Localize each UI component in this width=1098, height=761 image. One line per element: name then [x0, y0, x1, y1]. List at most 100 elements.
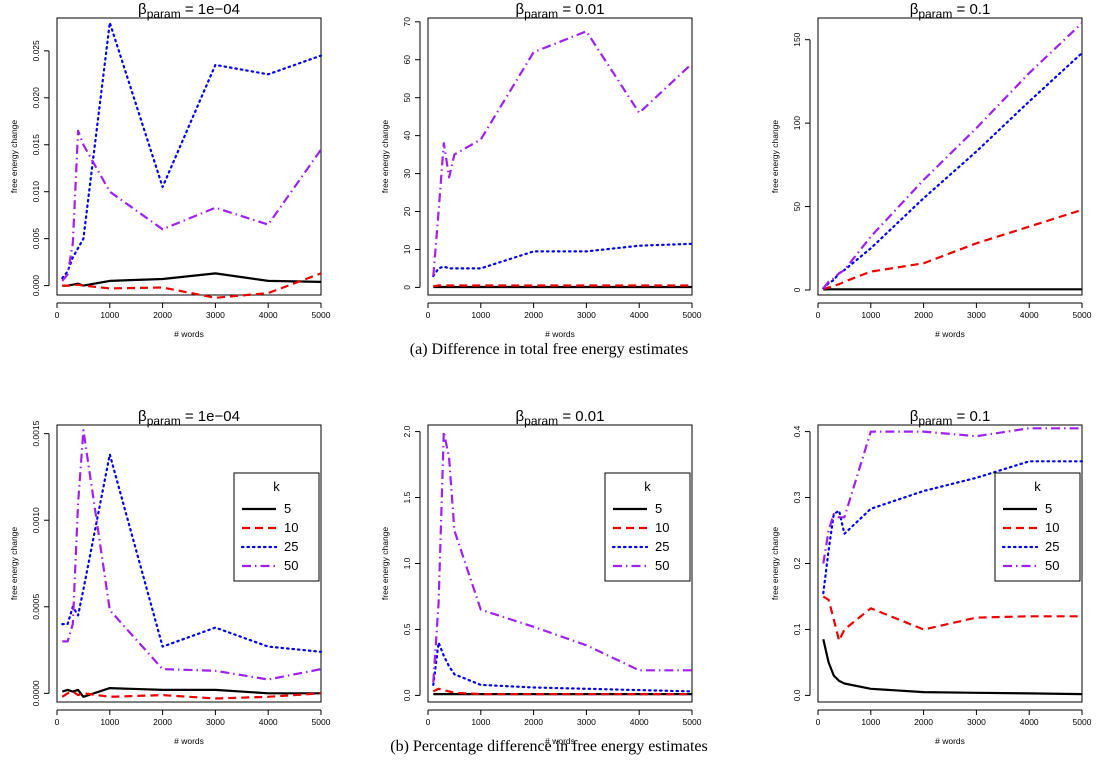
x-tick-label: 0 — [55, 310, 60, 320]
legend-entry-k-50: 50 — [284, 558, 298, 573]
y-axis-label: free energy change — [770, 120, 780, 194]
x-tick-label: 4000 — [630, 310, 649, 320]
series-line-k-5 — [822, 639, 1083, 696]
series-line-k-10 — [61, 690, 322, 700]
legend: k5 10 25 50 — [233, 472, 320, 582]
legend-entry-k-25: 25 — [284, 539, 298, 554]
legend-entry-k-50: 50 — [655, 558, 669, 573]
x-axis-label: # words — [935, 736, 965, 746]
y-tick-label: 0.3 — [792, 491, 802, 503]
legend: k5 10 25 50 — [994, 472, 1081, 582]
x-tick-label: 5000 — [1073, 717, 1092, 727]
x-tick-label: 4000 — [1020, 717, 1039, 727]
y-axis-label: free energy change — [9, 527, 19, 601]
y-tick-label: 0.0 — [402, 689, 412, 701]
x-axis-label: # words — [545, 736, 575, 746]
y-tick-label: 60 — [402, 55, 412, 65]
panel-title-value: = 1e−04 — [181, 408, 240, 425]
y-tick-label: 0.0015 — [31, 420, 41, 446]
y-tick-label: 40 — [402, 131, 412, 141]
chart-panel-b-1: βparam = 1e−04 0 1000 2000 3000 4000 5000 # wor… — [9, 408, 331, 746]
y-tick-label: 1.0 — [402, 557, 412, 569]
series-line-k-50 — [822, 427, 1082, 564]
panel-title-sub: param — [524, 414, 558, 428]
y-tick-label: 50 — [402, 93, 412, 103]
x-tick-label: 3000 — [206, 717, 225, 727]
panel-title-sub: param — [147, 7, 181, 21]
panel-title-value: = 0.1 — [952, 408, 990, 425]
panel-title-sub: param — [918, 7, 952, 21]
y-axis-label: free energy change — [380, 527, 390, 601]
y-tick-label: 0.1 — [792, 623, 802, 635]
plot-frame — [56, 424, 322, 703]
series-line-k-10 — [822, 595, 1082, 642]
panel-title-sub: param — [918, 414, 952, 428]
x-tick-label: 5000 — [683, 717, 702, 727]
panel-title-value: = 0.01 — [558, 1, 604, 18]
chart-panel-a-2: βparam = 0.01 0 1000 2000 3000 4000 5000 # word… — [380, 1, 702, 339]
series-line-k-5 — [62, 272, 322, 287]
x-tick-label: 1000 — [471, 717, 490, 727]
x-axis-label: # words — [174, 329, 204, 339]
x-tick-label: 2000 — [914, 717, 933, 727]
x-tick-label: 2000 — [153, 310, 172, 320]
legend-entry-k-50: 50 — [1045, 558, 1059, 573]
x-tick-label: 4000 — [630, 717, 649, 727]
y-tick-label: 0.015 — [31, 134, 41, 156]
x-tick-label: 0 — [426, 717, 431, 727]
y-tick-label: 0.5 — [402, 623, 412, 635]
y-tick-label: 50 — [792, 202, 802, 212]
x-axis-label: # words — [545, 329, 575, 339]
panel-title-beta: β — [516, 1, 525, 18]
legend-title: k — [273, 479, 280, 494]
y-tick-label: 0.025 — [31, 40, 41, 62]
x-tick-label: 4000 — [259, 717, 278, 727]
series-line-k-25 — [822, 460, 1084, 595]
plot-frame — [56, 17, 322, 296]
panel-title-beta: β — [516, 408, 525, 425]
y-tick-label: 0.010 — [31, 181, 41, 203]
y-tick-label: 70 — [402, 17, 412, 27]
series-line-k-25 — [432, 641, 694, 693]
x-tick-label: 5000 — [1073, 310, 1092, 320]
y-tick-label: 1.5 — [402, 491, 412, 503]
x-tick-label: 1000 — [861, 310, 880, 320]
panel-title-beta: β — [138, 1, 147, 18]
y-tick-label: 0 — [792, 287, 802, 292]
series-line-k-10 — [62, 272, 322, 299]
caption-a: (a) Difference in total free energy esti… — [410, 341, 688, 358]
x-tick-label: 2000 — [524, 717, 543, 727]
series-line-k-10 — [432, 687, 692, 696]
x-tick-label: 3000 — [577, 310, 596, 320]
x-tick-label: 1000 — [100, 717, 119, 727]
series-line-k-50 — [62, 429, 322, 681]
legend-entry-k-10: 10 — [655, 520, 669, 535]
chart-panel-b-3: βparam = 0.1 0 1000 2000 3000 4000 5000 # words… — [770, 408, 1092, 746]
x-tick-label: 2000 — [524, 310, 543, 320]
series-line-k-10 — [822, 208, 1083, 291]
panel-title-value: = 1e−04 — [181, 1, 240, 18]
x-tick-label: 3000 — [967, 310, 986, 320]
series-line-k-50 — [432, 430, 692, 683]
legend-title: k — [1034, 479, 1041, 494]
panel-title-beta: β — [138, 408, 147, 425]
legend-entry-k-25: 25 — [1045, 539, 1059, 554]
x-tick-label: 1000 — [100, 310, 119, 320]
series-line-k-50 — [61, 129, 322, 282]
series-line-k-25 — [432, 242, 694, 278]
x-tick-label: 4000 — [259, 310, 278, 320]
y-axis-label: free energy change — [770, 527, 780, 601]
panel-title-value: = 0.01 — [558, 408, 604, 425]
y-tick-label: 10 — [402, 244, 412, 254]
y-tick-label: 2.0 — [402, 425, 412, 437]
legend-entry-k-5: 5 — [284, 501, 291, 516]
y-tick-label: 150 — [792, 32, 802, 46]
series-line-k-10 — [433, 284, 692, 288]
y-axis-label: free energy change — [380, 120, 390, 194]
x-tick-label: 0 — [816, 717, 821, 727]
x-tick-label: 0 — [816, 310, 821, 320]
panel-title-sub: param — [524, 7, 558, 21]
y-tick-label: 0.000 — [31, 275, 41, 297]
x-tick-label: 5000 — [312, 717, 331, 727]
series-line-k-5 — [61, 686, 321, 698]
